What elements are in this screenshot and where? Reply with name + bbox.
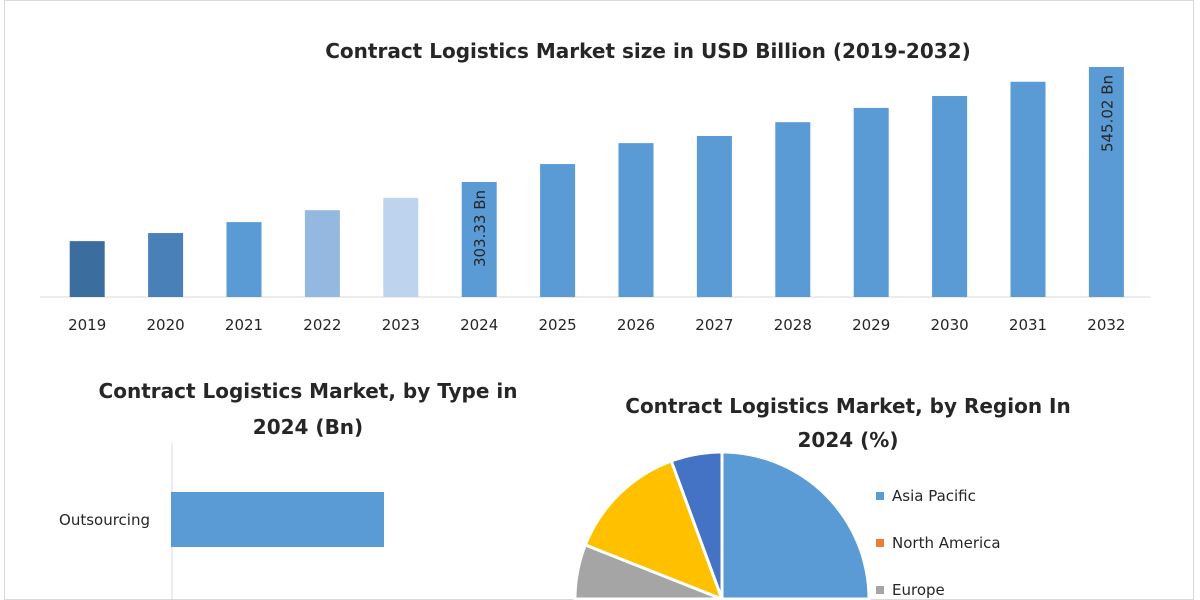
x-tick-2019: 2019 xyxy=(68,316,106,334)
pie-legend: Asia Pacific North America Europe xyxy=(876,487,1001,599)
bar-chart-title: Contract Logistics Market size in USD Bi… xyxy=(325,39,970,63)
x-tick-2031: 2031 xyxy=(1009,316,1047,334)
bar-2022 xyxy=(304,210,340,297)
data-label-2024: 303.33 Bn xyxy=(471,190,489,267)
x-tick-2026: 2026 xyxy=(617,316,655,334)
x-tick-2025: 2025 xyxy=(539,316,577,334)
x-tick-2020: 2020 xyxy=(147,316,185,334)
region-pie-chart xyxy=(573,450,871,600)
bar-2019 xyxy=(69,241,105,297)
x-tick-2023: 2023 xyxy=(382,316,420,334)
region-chart-title-2: 2024 (%) xyxy=(798,428,899,452)
region-chart-title-1: Contract Logistics Market, by Region In xyxy=(625,394,1070,418)
x-tick-2030: 2030 xyxy=(931,316,969,334)
pie-slice-3 xyxy=(583,459,724,600)
bar-chart: 2019 2020 2021 2022 2023 2024 303.33 Bn 2025 202… xyxy=(40,66,1150,334)
bar-2027 xyxy=(696,135,732,297)
legend-label: Europe xyxy=(892,581,945,599)
data-label-2032: 545.02 Bn xyxy=(1098,75,1116,152)
bar-2026 xyxy=(618,143,654,297)
type-chart-title-1: Contract Logistics Market, by Type in xyxy=(99,379,518,403)
legend-swatch xyxy=(876,492,884,500)
bar-2025 xyxy=(540,164,576,297)
type-chart-title-2: 2024 (Bn) xyxy=(253,415,363,439)
x-tick-2021: 2021 xyxy=(225,316,263,334)
x-tick-2022: 2022 xyxy=(303,316,341,334)
bar-2024 xyxy=(461,181,497,297)
x-tick-2028: 2028 xyxy=(774,316,812,334)
legend-label: North America xyxy=(892,534,1001,552)
bar-2023 xyxy=(383,197,419,297)
legend-label: Asia Pacific xyxy=(892,487,976,505)
pie-slice-4 xyxy=(669,450,724,600)
x-tick-2024: 2024 xyxy=(460,316,498,334)
pie-slice-asia-pacific xyxy=(720,450,871,600)
bar-outsourcing xyxy=(171,492,384,547)
bar-2028 xyxy=(775,122,811,297)
legend-swatch xyxy=(876,586,884,594)
type-bar-chart: Outsourcing xyxy=(59,443,384,599)
bar-2020 xyxy=(148,233,184,297)
legend-swatch xyxy=(876,539,884,547)
bar-2029 xyxy=(853,107,889,297)
bar-2031 xyxy=(1010,81,1046,297)
category-label-outsourcing: Outsourcing xyxy=(59,511,150,529)
bar-2021 xyxy=(226,222,262,297)
bar-2030 xyxy=(932,96,968,298)
x-tick-2029: 2029 xyxy=(852,316,890,334)
x-tick-2032: 2032 xyxy=(1087,316,1125,334)
x-tick-2027: 2027 xyxy=(695,316,733,334)
bar-2032 xyxy=(1088,66,1124,297)
